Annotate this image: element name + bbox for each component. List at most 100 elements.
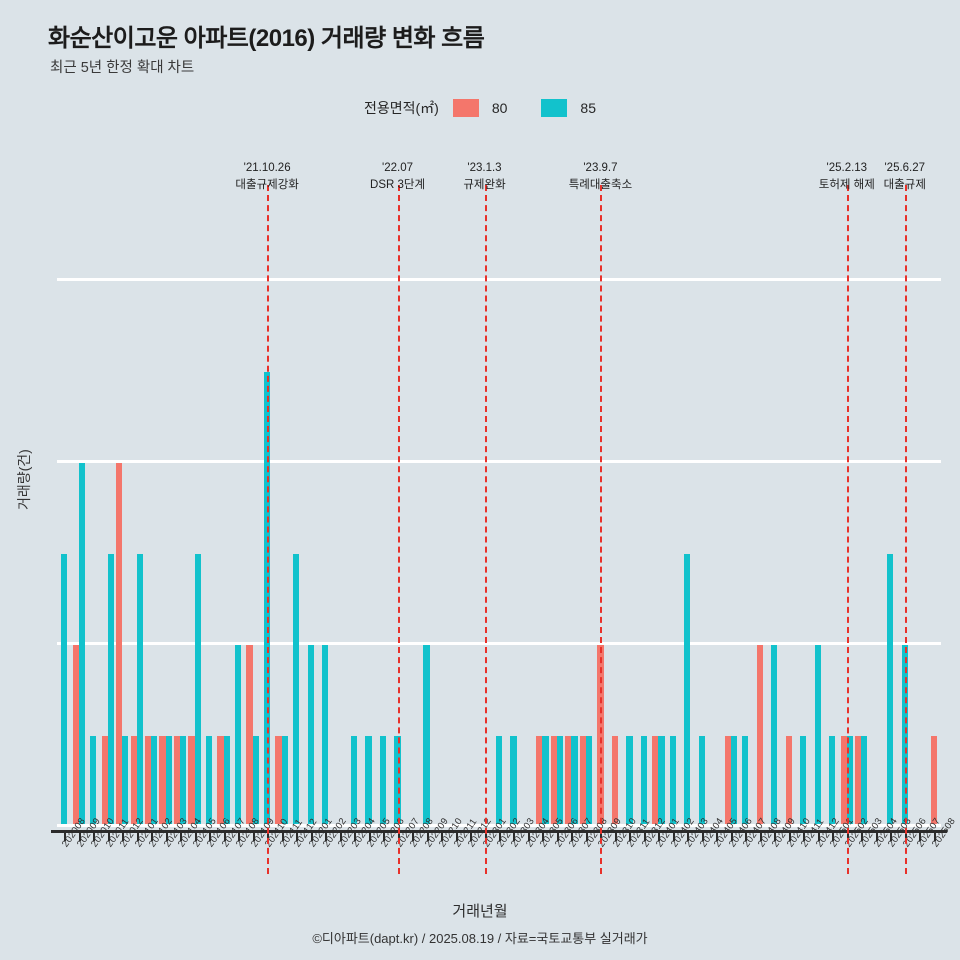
bar[interactable] bbox=[846, 736, 853, 827]
bar[interactable] bbox=[571, 736, 578, 827]
bar[interactable] bbox=[122, 736, 129, 827]
x-axis-tick bbox=[64, 830, 67, 841]
x-axis-tick bbox=[325, 830, 328, 841]
bar[interactable] bbox=[101, 736, 108, 827]
x-axis-tick bbox=[151, 830, 154, 841]
bar[interactable] bbox=[626, 736, 633, 827]
bar[interactable] bbox=[536, 736, 543, 827]
bar[interactable] bbox=[307, 645, 314, 827]
bar[interactable] bbox=[901, 645, 908, 827]
bar[interactable] bbox=[321, 645, 329, 827]
bar[interactable] bbox=[814, 645, 821, 827]
bar[interactable] bbox=[379, 736, 387, 827]
bar[interactable] bbox=[861, 736, 868, 827]
bar[interactable] bbox=[698, 736, 705, 827]
bar[interactable] bbox=[658, 736, 665, 827]
x-axis-tick bbox=[861, 830, 864, 841]
x-axis-tick bbox=[209, 830, 212, 841]
bar[interactable] bbox=[194, 554, 201, 827]
bar[interactable] bbox=[252, 736, 259, 827]
x-axis-tick bbox=[78, 830, 81, 841]
event-label: '22.07 DSR 3단계 bbox=[370, 160, 425, 193]
bar[interactable] bbox=[585, 736, 593, 827]
bar[interactable] bbox=[136, 554, 143, 827]
bar[interactable] bbox=[930, 736, 937, 827]
bar[interactable] bbox=[116, 463, 123, 827]
bar[interactable] bbox=[217, 736, 224, 827]
bar[interactable] bbox=[840, 736, 847, 827]
page-subtitle: 최근 5년 한정 확대 차트 bbox=[50, 60, 195, 76]
x-axis-tick bbox=[817, 830, 820, 841]
x-axis-tick bbox=[281, 830, 284, 841]
plot-baseline bbox=[57, 824, 941, 827]
bar[interactable] bbox=[887, 554, 894, 827]
event-label: '25.6.27 대출규제 bbox=[884, 160, 926, 193]
bar[interactable] bbox=[495, 736, 503, 827]
grid-line bbox=[57, 278, 941, 281]
bar[interactable] bbox=[684, 554, 691, 827]
bar[interactable] bbox=[206, 736, 213, 827]
bar[interactable] bbox=[107, 554, 114, 827]
bar[interactable] bbox=[264, 372, 271, 827]
bar[interactable] bbox=[730, 736, 738, 827]
bar[interactable] bbox=[640, 736, 647, 827]
bar[interactable] bbox=[565, 736, 572, 827]
x-axis-tick bbox=[745, 830, 748, 841]
bar[interactable] bbox=[130, 736, 137, 827]
bar[interactable] bbox=[281, 736, 288, 827]
bar[interactable] bbox=[829, 736, 836, 827]
event-date: '22.07 bbox=[382, 162, 414, 174]
event-date: '21.10.26 bbox=[243, 162, 291, 174]
bar[interactable] bbox=[724, 736, 731, 827]
event-line bbox=[846, 185, 849, 874]
x-axis-tick bbox=[354, 830, 357, 841]
bar[interactable] bbox=[61, 554, 68, 827]
bar[interactable] bbox=[742, 736, 749, 827]
bar[interactable] bbox=[669, 736, 676, 827]
event-date: '25.6.27 bbox=[884, 162, 926, 174]
bar[interactable] bbox=[165, 736, 172, 827]
bar[interactable] bbox=[542, 736, 549, 827]
grid-line bbox=[57, 642, 941, 645]
bar[interactable] bbox=[235, 645, 242, 827]
bar[interactable] bbox=[159, 736, 166, 827]
bar[interactable] bbox=[275, 736, 282, 827]
event-label: '23.1.3 규제완화 bbox=[463, 160, 505, 193]
bar[interactable] bbox=[350, 736, 358, 827]
bar[interactable] bbox=[556, 736, 564, 827]
bar[interactable] bbox=[180, 736, 187, 827]
x-axis-tick bbox=[542, 830, 545, 841]
bar[interactable] bbox=[246, 645, 253, 827]
x-axis-tick bbox=[556, 830, 559, 841]
bar[interactable] bbox=[855, 736, 862, 827]
event-date: '25.2.13 bbox=[826, 162, 868, 174]
bar[interactable] bbox=[173, 736, 181, 827]
bar[interactable] bbox=[293, 554, 300, 827]
x-axis-tick bbox=[339, 830, 342, 841]
legend-swatch-80 bbox=[452, 99, 479, 117]
bar[interactable] bbox=[151, 736, 158, 827]
bar[interactable] bbox=[597, 645, 604, 827]
bar[interactable] bbox=[579, 736, 586, 827]
event-label: '23.9.7 특례대출축소 bbox=[569, 160, 632, 193]
bar[interactable] bbox=[188, 736, 195, 827]
bar[interactable] bbox=[365, 736, 372, 827]
bar[interactable] bbox=[800, 736, 807, 827]
x-axis-tick bbox=[571, 830, 574, 841]
bar[interactable] bbox=[550, 736, 557, 827]
bar[interactable] bbox=[771, 645, 778, 827]
bar[interactable] bbox=[756, 645, 763, 827]
bar[interactable] bbox=[144, 736, 152, 827]
bar[interactable] bbox=[223, 736, 230, 827]
bar[interactable] bbox=[423, 645, 430, 827]
bar[interactable] bbox=[652, 736, 659, 827]
bar[interactable] bbox=[78, 463, 85, 827]
bar[interactable] bbox=[90, 736, 97, 827]
event-line bbox=[484, 185, 487, 874]
x-axis-tick bbox=[93, 830, 96, 841]
bar[interactable] bbox=[785, 736, 792, 827]
bar[interactable] bbox=[72, 645, 79, 827]
bar[interactable] bbox=[611, 736, 619, 827]
x-axis-tick bbox=[470, 830, 473, 841]
bar[interactable] bbox=[510, 736, 517, 827]
